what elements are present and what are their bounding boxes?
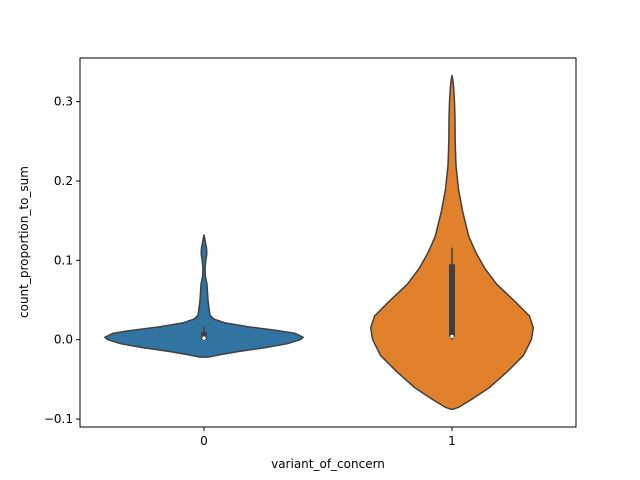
violins-layer <box>104 74 535 411</box>
violin-box-0 <box>201 331 207 340</box>
y-tick-label: 0.3 <box>54 95 73 109</box>
violin-median-1 <box>449 334 455 339</box>
plot-frame <box>79 57 577 428</box>
x-tick-label: 0 <box>200 434 208 448</box>
y-tick-label: −0.1 <box>44 412 73 426</box>
y-axis-label: count_proportion_to_sum <box>17 166 31 318</box>
violin-median-0 <box>201 335 207 341</box>
y-tick-label: 0.0 <box>54 333 73 347</box>
violin-1 <box>369 74 535 411</box>
x-axis-label: variant_of_concern <box>271 457 385 471</box>
y-axis: −0.1 0.0 0.1 0.2 0.3 <box>44 95 80 426</box>
y-tick-label: 0.1 <box>54 253 73 267</box>
y-tick-label: 0.2 <box>54 174 73 188</box>
violin-box-1 <box>449 264 455 337</box>
violin-0 <box>104 234 304 358</box>
x-tick-label: 1 <box>448 434 456 448</box>
